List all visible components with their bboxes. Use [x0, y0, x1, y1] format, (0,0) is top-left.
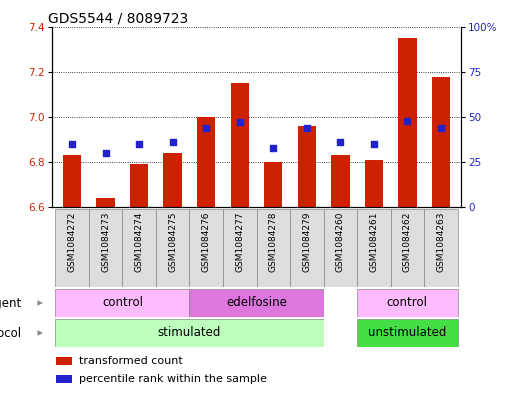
Bar [256, 209, 290, 287]
Bar [189, 209, 223, 287]
Bar [156, 209, 189, 287]
Bar [56, 375, 72, 383]
Text: GSM1084261: GSM1084261 [369, 211, 378, 272]
Bar [324, 289, 357, 317]
Point [437, 125, 445, 131]
Point [403, 118, 411, 124]
Bar [197, 117, 215, 207]
Text: stimulated: stimulated [158, 327, 221, 340]
Point [169, 139, 177, 145]
Bar [324, 319, 357, 347]
Text: percentile rank within the sample: percentile rank within the sample [78, 374, 266, 384]
Bar [357, 319, 458, 347]
Bar [55, 289, 189, 317]
Bar [298, 126, 316, 207]
Text: unstimulated: unstimulated [368, 327, 446, 340]
Point [303, 125, 311, 131]
Text: GSM1084274: GSM1084274 [135, 211, 144, 272]
Text: control: control [387, 296, 428, 310]
Text: GSM1084260: GSM1084260 [336, 211, 345, 272]
Bar [55, 319, 324, 347]
Text: agent: agent [0, 296, 22, 310]
Bar [230, 83, 249, 207]
Text: GSM1084262: GSM1084262 [403, 211, 412, 272]
Bar [331, 155, 349, 207]
Bar [357, 209, 390, 287]
Bar [189, 289, 324, 317]
Point [370, 141, 378, 147]
Text: GSM1084277: GSM1084277 [235, 211, 244, 272]
Bar [290, 209, 324, 287]
Point [235, 119, 244, 125]
Text: GSM1084275: GSM1084275 [168, 211, 177, 272]
Point [135, 141, 143, 147]
Bar [164, 153, 182, 207]
Point [102, 150, 110, 156]
Bar [55, 209, 89, 287]
Bar [398, 38, 417, 207]
Text: control: control [102, 296, 143, 310]
Text: GDS5544 / 8089723: GDS5544 / 8089723 [48, 12, 188, 26]
Bar [63, 155, 82, 207]
Point [269, 145, 278, 151]
Text: GSM1084279: GSM1084279 [302, 211, 311, 272]
Bar [264, 162, 283, 207]
Bar [357, 289, 458, 317]
Bar [223, 209, 256, 287]
Text: GSM1084276: GSM1084276 [202, 211, 211, 272]
Bar [130, 164, 148, 207]
Bar [123, 209, 156, 287]
Text: transformed count: transformed count [78, 356, 182, 366]
Point [202, 125, 210, 131]
Text: GSM1084273: GSM1084273 [101, 211, 110, 272]
Bar [96, 198, 115, 207]
Bar [431, 77, 450, 207]
Text: edelfosine: edelfosine [226, 296, 287, 310]
Point [336, 139, 344, 145]
Bar [56, 357, 72, 365]
Bar [424, 209, 458, 287]
Bar [324, 209, 357, 287]
Bar [365, 160, 383, 207]
Text: GSM1084272: GSM1084272 [68, 211, 76, 272]
Text: GSM1084278: GSM1084278 [269, 211, 278, 272]
Bar [390, 209, 424, 287]
Point [68, 141, 76, 147]
Text: GSM1084263: GSM1084263 [437, 211, 445, 272]
Text: protocol: protocol [0, 327, 22, 340]
Bar [89, 209, 123, 287]
